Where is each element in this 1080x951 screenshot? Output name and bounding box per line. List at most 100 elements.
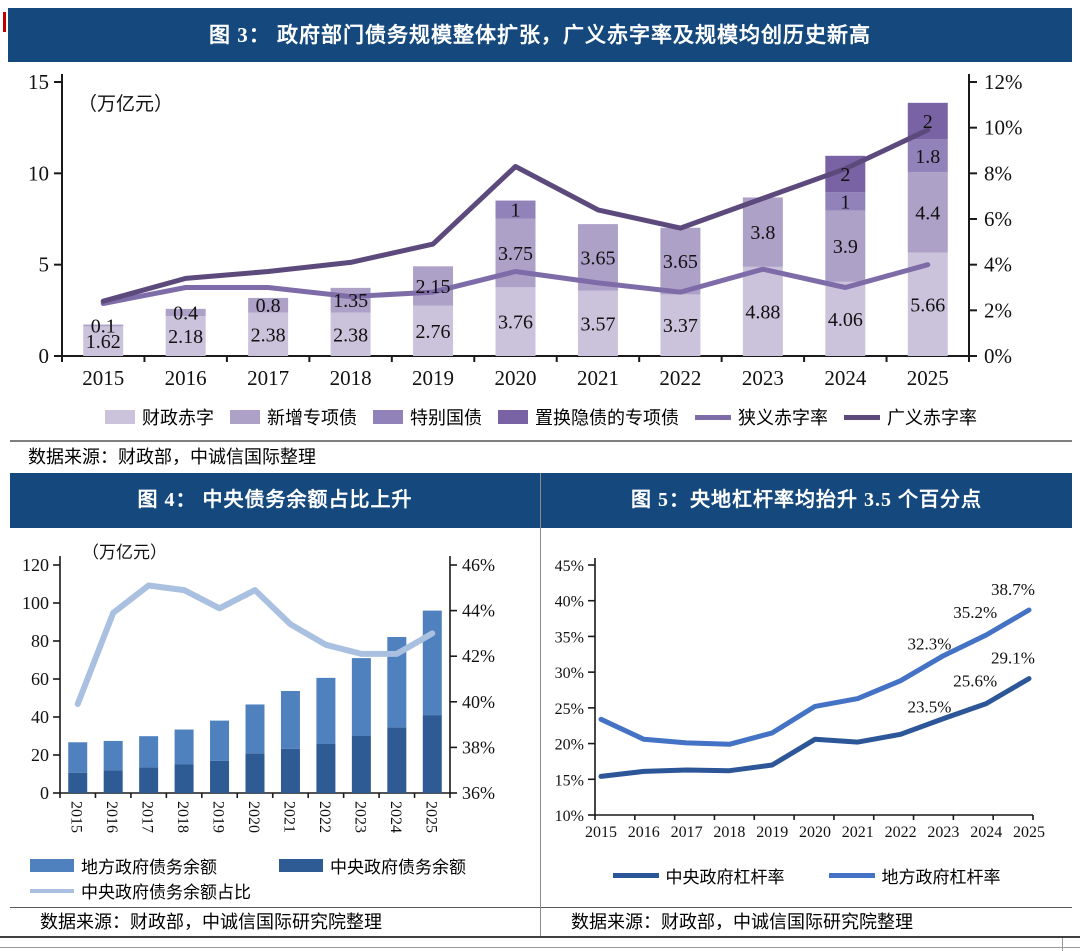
legend-swatch [230,410,260,424]
chart-text: 2024 [387,801,404,833]
chart-text: 29.1% [991,649,1035,668]
chart-text: 2022 [885,824,917,841]
bar-segment [139,767,159,793]
chart-text: 2018 [713,824,745,841]
chart-text: 38.7% [991,580,1035,599]
chart-text: 45% [555,558,584,575]
chart-text: 10 [28,161,49,185]
chart-text: 38% [462,737,495,757]
bar-segment [165,308,206,317]
chart-text: 4.88 [745,301,780,323]
bar-segment [387,637,407,728]
bar-segment [413,266,454,306]
bar-segment [210,720,230,761]
legend-label: 财政赤字 [142,408,214,428]
figure4-title: 图 4： 中央债务余额占比上升 [10,473,540,528]
next-section-border [0,947,1080,948]
chart-text: 2015 [82,366,124,390]
bar-series [83,102,948,356]
legend-label: 广义赤字率 [887,408,977,428]
bar-segment [825,281,866,356]
legend-item: 广义赤字率 [844,404,977,430]
bar-segment [280,690,300,749]
revision-mark [3,12,6,32]
chart-text: 2018 [330,366,372,390]
chart-text: 80 [31,631,49,651]
chart-text: 2019 [756,824,788,841]
figure3-title: 图 3： 政府部门债务规模整体扩张，广义赤字率及规模均创历史新高 [8,8,1072,62]
bar-segment [165,316,206,356]
bar-segment [825,210,866,282]
chart-text: （万亿元） [82,543,167,562]
legend-row: 地方政府债务余额 中央政府债务余额 [10,853,540,878]
bar-segment [139,736,159,768]
bar-segment [660,294,701,356]
chart-text: 2025 [1013,824,1045,841]
chart-text: 2020 [799,824,831,841]
legend-label: 地方政府杠杆率 [881,868,1001,887]
legend-swatch [612,873,659,878]
chart-text: 35% [555,629,584,646]
bar-segment [825,192,866,211]
chart-text: 3.8 [750,222,775,244]
chart-text: 2023 [927,824,959,841]
bar-segment [907,139,948,173]
chart-text: 3.65 [580,247,615,269]
chart-text: 2.15 [416,276,451,298]
bar-segment [83,326,124,356]
bar-segment [83,324,124,327]
line-series [598,607,1032,747]
bar-segment [577,290,618,356]
chart-text: 32.3% [907,635,951,654]
line-series [100,262,931,306]
chart-text: 2018 [174,801,191,833]
bar-segment [351,736,371,793]
chart-text: 2% [984,298,1012,322]
figure4-chart: 0 20 40 60 80 100 120 36% 38% 40% 42% 44% 46% 2015 201… [22,543,495,833]
legend-swatch [695,414,731,420]
figure4-legend: 地方政府债务余额 中央政府债务余额 中央政府债务余额占比 [10,853,540,903]
chart-text: 2020 [495,366,537,390]
bar-segment [248,312,289,356]
column-divider [540,473,541,937]
legend-item: 置换隐债的专项债 [498,404,679,430]
bar-series [68,610,442,793]
bar-segment [245,753,265,793]
chart-text: 120 [22,555,49,575]
chart-text: 40% [555,594,584,611]
chart-text: 3.9 [833,236,858,258]
chart-text: 30% [555,665,584,682]
chart-text: 2017 [139,801,156,833]
chart-text: 2 [923,111,933,133]
chart-text: 3.75 [498,243,533,265]
bar-segment [210,760,230,793]
chart-text: 1.8 [915,146,940,168]
bar-segment [413,305,454,356]
bar-segment [68,772,88,793]
chart-text: 2016 [628,824,660,841]
chart-text: 44% [462,601,495,621]
chart-text: 23.5% [907,698,951,717]
figure4-source: 数据来源：财政部，中诚信国际研究院整理 [10,907,540,937]
chart-text: 2.38 [333,324,368,346]
chart-text: 2.18 [168,326,203,348]
bar-segment [907,172,948,253]
bar-segment [174,764,194,793]
chart-text: 2021 [842,824,874,841]
chart-text: 20% [555,737,584,754]
bar-segment [68,742,88,773]
chart-text: 100 [22,593,49,613]
bar-segment [316,677,336,744]
chart-text: 2021 [281,801,298,833]
chart-text: 2025 [422,801,439,833]
chart-text: 2.76 [416,321,451,343]
table-bottom-border [0,936,1080,938]
chart-text: 25% [555,701,584,718]
chart-text: 60 [31,669,49,689]
chart-text: 5 [39,253,50,277]
legend-label: 特别国债 [410,408,482,428]
chart-text: 0.8 [256,295,281,317]
bar-segment [316,743,336,793]
chart-text: 15 [28,70,49,94]
